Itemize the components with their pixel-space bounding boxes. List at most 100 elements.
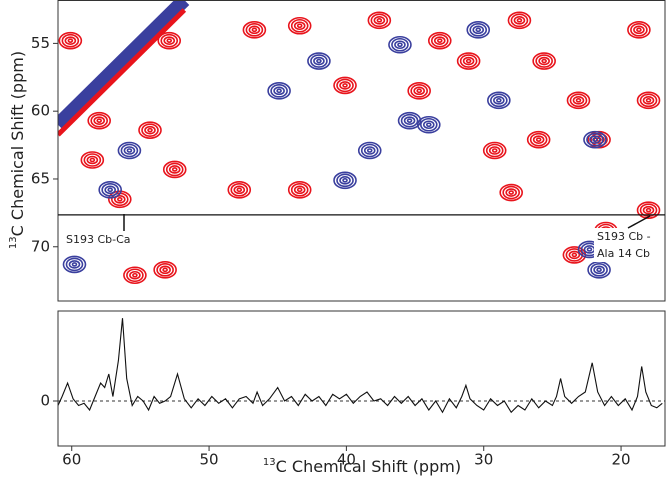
contour-peak (138, 121, 162, 139)
contour-peak (499, 183, 523, 202)
contour-ring (532, 52, 556, 70)
contour-peak (307, 52, 331, 70)
contour-ring (491, 148, 498, 153)
contour-ring (123, 266, 147, 285)
contour-ring (61, 33, 80, 48)
contour-ring (126, 268, 144, 283)
contour-ring (65, 257, 84, 272)
contour-peak (227, 181, 252, 199)
y-label-sup: 13 (8, 236, 19, 249)
contour-ring (296, 187, 303, 193)
contour-ring (165, 162, 184, 177)
contour-ring (144, 125, 156, 135)
contour-ring (147, 127, 153, 133)
contour-ring (499, 183, 523, 202)
contour-ring (593, 135, 605, 144)
contour-ring (336, 78, 354, 93)
contour-ring (627, 21, 651, 39)
y-tick-label: 55 (31, 34, 50, 52)
x-label-sup: 13 (263, 457, 276, 468)
contour-ring (273, 86, 285, 96)
contour-peak (153, 261, 177, 279)
contour-ring (469, 23, 488, 37)
contour-ring (373, 16, 386, 25)
contour-ring (472, 25, 485, 35)
contour-ring (535, 137, 542, 142)
contour-ring (487, 91, 511, 110)
contour-ring (394, 40, 406, 50)
contour-peak (466, 21, 491, 39)
contour-peak (107, 190, 132, 209)
contour-ring (310, 54, 328, 68)
annotation: S193 Cb - (597, 230, 651, 243)
contour-peak (456, 52, 481, 70)
x-tick-label: 20 (612, 451, 631, 469)
contour-ring (233, 185, 246, 195)
contour-ring (132, 272, 138, 278)
contour-ring (586, 132, 604, 147)
contour-ring (93, 116, 105, 125)
top-frame (57, 0, 666, 302)
contour-plot (58, 0, 661, 285)
contour-ring (101, 183, 119, 197)
contour-ring (157, 31, 182, 50)
contour-ring (505, 188, 517, 197)
contour-ring (107, 187, 113, 193)
contour-ring (490, 93, 508, 108)
contour-ring (430, 33, 449, 48)
contour-ring (532, 135, 545, 144)
contour-ring (339, 81, 351, 90)
contour-ring (569, 93, 588, 108)
annotation-bg (594, 228, 652, 262)
contour-ring (163, 36, 176, 45)
contour-ring (96, 118, 102, 123)
contour-ring (590, 263, 608, 277)
contour-ring (407, 82, 431, 100)
contour-ring (639, 93, 658, 108)
contour-ring (116, 197, 123, 202)
contour-peak (80, 151, 105, 169)
contour-ring (367, 11, 392, 30)
contour-peak (427, 31, 452, 50)
contour-ring (156, 263, 174, 277)
contour-ring (168, 165, 181, 174)
contour-ring (496, 98, 502, 103)
contour-peak (287, 16, 312, 35)
contour-ring (642, 96, 655, 105)
contour-ring (516, 18, 523, 23)
contour-ring (433, 36, 446, 45)
contour-ring (313, 56, 325, 66)
contour-peak (117, 141, 142, 160)
y-tick-label: 65 (31, 169, 50, 187)
contour-peak (242, 21, 267, 39)
contour-ring (636, 91, 661, 110)
contour-ring (485, 143, 504, 158)
bottom-frame (57, 310, 666, 447)
contour-ring (422, 120, 435, 130)
contour-peak (123, 266, 147, 285)
y-tick-label: 60 (31, 102, 50, 120)
contour-ring (583, 130, 607, 149)
x-tick-label: 40 (337, 451, 356, 469)
contour-ring (162, 267, 168, 273)
x-tick-label: 60 (62, 451, 81, 469)
contour-peak (357, 141, 382, 160)
contour-ring (248, 25, 261, 35)
contour-ring (162, 160, 187, 179)
contour-ring (166, 38, 173, 43)
contour-ring (596, 267, 602, 273)
contour-ring (466, 21, 491, 39)
contour-ring (572, 96, 585, 105)
contour-ring (230, 183, 249, 197)
contour-peak (87, 111, 111, 130)
contour-ring (416, 115, 441, 134)
contour-peak (482, 141, 507, 160)
contour-ring (462, 56, 475, 66)
contour-ring (376, 18, 383, 23)
contour-ring (153, 261, 177, 279)
contour-ring (68, 260, 81, 269)
annotation-pointer (627, 215, 651, 229)
contour-peak (98, 181, 122, 199)
contour-ring (586, 247, 593, 252)
contour-ring (64, 36, 77, 45)
